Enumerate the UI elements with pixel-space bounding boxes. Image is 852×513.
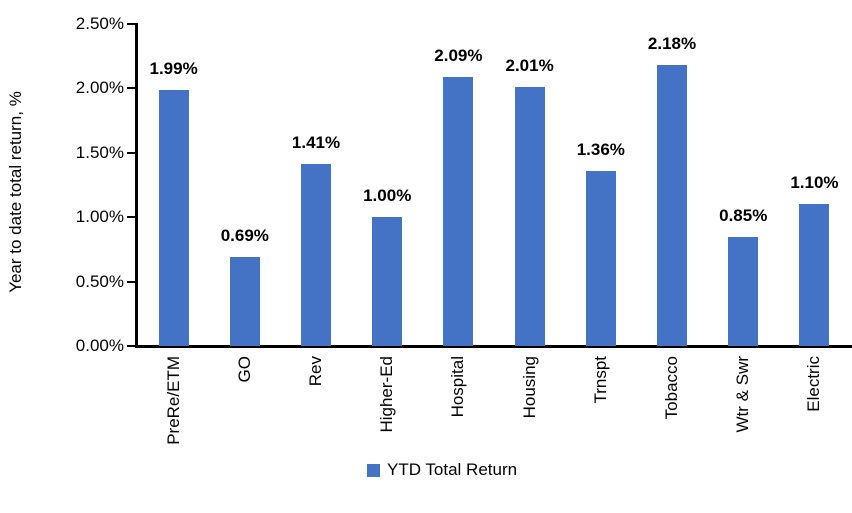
x-label-cell: GO (209, 356, 280, 451)
x-category-label: Tobacco (662, 356, 682, 420)
bar-Higher-Ed (372, 217, 403, 346)
legend: YTD Total Return (367, 460, 517, 480)
x-category-label: Housing (519, 356, 539, 419)
y-tick-mark (127, 345, 135, 347)
x-label-cell: Higher-Ed (352, 356, 423, 451)
x-category-label: Hospital (448, 356, 468, 418)
y-tick-label: 0.00% (75, 336, 124, 355)
x-category-label: Wtr & Swr (733, 356, 753, 433)
bar-Electric (799, 204, 830, 346)
x-category-label: Electric (804, 356, 824, 412)
x-label-cell: Tobacco (636, 356, 707, 451)
bar-data-label: 1.10% (790, 173, 839, 193)
bar-data-label: 1.41% (291, 133, 341, 153)
bar-Trnspt (585, 170, 616, 346)
bar-band: 0.69% (209, 24, 280, 346)
bar-data-label: 0.69% (220, 226, 269, 246)
y-tick-mark (127, 151, 135, 154)
bar-data-label: 1.99% (149, 58, 198, 78)
x-label-cell: PreRe/ETM (138, 356, 209, 451)
bar-band: 1.99% (138, 24, 209, 346)
bar-band: 1.10% (779, 24, 850, 346)
bar-Tobacco (657, 65, 688, 346)
bar-band: 2.09% (423, 24, 494, 346)
bar-data-label: 1.00% (363, 186, 412, 206)
bar-band: 1.41% (280, 24, 351, 346)
x-category-label: PreRe/ETM (163, 356, 183, 445)
x-category-label: Trnspt (590, 356, 610, 404)
bar-band: 1.36% (565, 24, 636, 346)
bar-Rev (301, 164, 331, 346)
y-tick-mark (127, 216, 135, 219)
y-tick-label: 1.00% (75, 207, 124, 227)
bar-band: 0.85% (708, 24, 779, 346)
y-tick-label: 1.50% (75, 142, 124, 162)
y-axis-title: Year to date total return, % (6, 91, 25, 293)
y-tick-label: 2.50% (75, 14, 124, 33)
x-axis-labels: PreRe/ETM GO Rev Higher-Ed Hospital Housing Tr… (138, 356, 850, 451)
x-label-cell: Housing (494, 356, 565, 451)
x-label-cell: Hospital (423, 356, 494, 451)
y-tick-mark (127, 87, 135, 90)
x-label-cell: Rev (280, 356, 351, 451)
legend-label: YTD Total Return (387, 460, 518, 479)
y-tick-label: 2.00% (75, 78, 124, 98)
x-axis-line (135, 345, 852, 348)
bar-GO (229, 257, 260, 346)
bar-Housing (514, 87, 545, 346)
y-tick-mark (127, 280, 135, 283)
y-tick-mark (127, 23, 135, 25)
x-label-cell: Trnspt (565, 356, 636, 451)
bar-Wtr & Swr (728, 236, 759, 346)
bar-Hospital (443, 76, 474, 346)
bar-PreRe/ETM (158, 89, 189, 346)
x-category-label: Rev (306, 356, 325, 387)
y-axis-line (135, 23, 138, 348)
legend-marker-square (367, 463, 380, 477)
bar-data-label: 2.09% (434, 45, 483, 65)
x-category-label: Higher-Ed (377, 356, 397, 433)
x-label-cell: Wtr & Swr (708, 356, 779, 451)
x-label-cell: Electric (779, 356, 850, 451)
bar-band: 1.00% (352, 24, 423, 346)
plot-area: 1.99% 0.69% 1.41% 1.00% 2.09% 2.01% 1.36% 2.18%… (138, 24, 850, 346)
bar-data-label: 1.36% (576, 139, 625, 159)
bar-data-label: 0.85% (719, 205, 768, 225)
bar-band: 2.18% (636, 24, 707, 346)
bar-band: 2.01% (494, 24, 565, 346)
bar-data-label: 2.01% (505, 56, 554, 76)
y-tick-label: 0.50% (75, 271, 124, 291)
bar-data-label: 2.18% (647, 34, 697, 54)
x-category-label: GO (234, 356, 254, 383)
